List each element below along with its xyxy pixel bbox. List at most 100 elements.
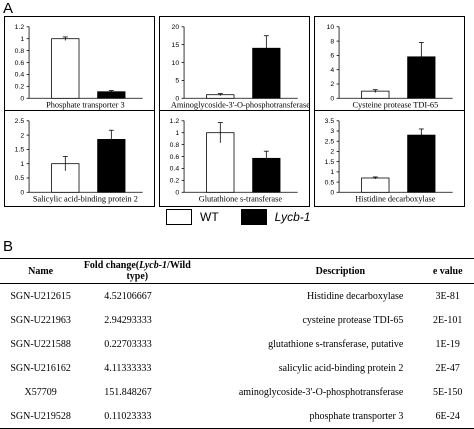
table-row: SGN-U221963 2.94293333 cysteine protease… [0, 308, 474, 332]
chart-5: 0 0.5 1 1.5 2 2.5 3 3.5 Histidine decarboxylase [314, 110, 465, 207]
y-tick-label: 0 [20, 190, 24, 197]
bar-wt [51, 38, 80, 99]
y-tick-label: 2.5 [15, 118, 25, 125]
bar-lycb-1 [97, 91, 126, 99]
chart-svg-5: 0 0.5 1 1.5 2 2.5 3 3.5 Histidine decarboxylase [325, 118, 453, 204]
header-name: Name [0, 258, 77, 284]
y-tick-label: 0.8 [170, 142, 180, 149]
y-tick-label: 5 [175, 78, 179, 85]
y-tick-label: 2 [20, 132, 24, 139]
chart-2: 0 2 4 6 8 10 Cysteine protease TDI-65 [314, 16, 465, 113]
y-tick-label: 1.2 [15, 24, 25, 31]
table-row: SGN-U221588 0.22703333 glutathione s-tra… [0, 332, 474, 356]
y-tick-label: 0 [330, 190, 334, 197]
chart-svg-4: 0 0.2 0.4 0.6 0.8 1 1.2 Glutathione s-transfera… [170, 118, 298, 204]
cell-description: Histidine decarboxylase [307, 290, 404, 302]
chart-svg-0: 0 0.2 0.4 0.6 0.8 1 1.2 Phosphate transporter 3 [15, 24, 143, 110]
y-tick-label: 0 [330, 96, 334, 103]
table-row: SGN-U219528 0.11023333 phosphate transpo… [0, 404, 474, 429]
cell-description: salicylic acid-binding protein 2 [278, 362, 404, 374]
cell-evalue: 2E-101 [432, 314, 463, 326]
cell-evalue: 2E-47 [435, 362, 460, 374]
y-tick-label: 0.5 [325, 179, 335, 186]
chart-svg-2: 0 2 4 6 8 10 Cysteine protease TDI-65 [327, 24, 453, 110]
gene-table: Name Fold change(Lycb-1/Wild type) Descr… [0, 258, 474, 429]
cell-description: glutathione s-transferase, putative [268, 338, 404, 350]
bar-lycb-1 [407, 56, 436, 99]
header-fold-prefix: Fold change( [83, 260, 140, 271]
chart-0: 0 0.2 0.4 0.6 0.8 1 1.2 Phosphate transporter 3 [4, 16, 155, 113]
header-fold-suffix: /Wild type) [126, 260, 191, 282]
y-tick-label: 0.5 [15, 175, 25, 182]
header-fold: Fold change(Lycb-1/Wild type) [76, 258, 200, 284]
y-tick-label: 1.2 [170, 118, 180, 125]
panel-b-label: B [3, 238, 14, 255]
y-tick-label: 3 [330, 128, 334, 135]
cell-evalue: 5E-150 [432, 386, 463, 398]
cell-name: X57709 [24, 386, 57, 398]
y-tick-label: 0 [20, 96, 24, 103]
cell-fold: 4.52106667 [104, 290, 152, 302]
legend-wt-label: WT [200, 210, 219, 224]
chart-4: 0 0.2 0.4 0.6 0.8 1 1.2 Glutathione s-transfera… [159, 110, 310, 207]
y-tick-label: 0 [175, 96, 179, 103]
chart-1: 0 5 10 15 20 Aminoglycoside-3'-O-phosphotrans… [159, 16, 310, 113]
bar-lycb-1 [252, 157, 281, 193]
chart-3: 0 0.5 1 1.5 2 2.5 Salicylic acid-binding prote… [4, 110, 155, 207]
y-tick-label: 0.6 [170, 154, 180, 161]
cell-fold: 2.94293333 [104, 314, 152, 326]
chart-title: Phosphate transporter 3 [46, 101, 124, 110]
chart-title: Cysteine protease TDI-65 [353, 101, 439, 110]
chart-title: Aminoglycoside-3'-O-phosphotransferase [171, 101, 310, 110]
bar-wt [361, 177, 390, 193]
cell-evalue: 6E-24 [421, 404, 474, 429]
y-tick-label: 2 [330, 149, 334, 156]
table-row: X57709 151.848267 aminoglycoside-3'-O-ph… [0, 380, 474, 404]
panel-a-label: A [3, 0, 14, 17]
cell-evalue: 1E-19 [435, 338, 460, 350]
y-tick-label: 0.2 [170, 178, 180, 185]
cell-fold: 4.11333333 [104, 362, 152, 374]
legend-wt-swatch [166, 209, 192, 225]
y-tick-label: 1.5 [325, 159, 335, 166]
bar-lycb-1 [407, 134, 436, 193]
bar-lycb-1 [97, 138, 126, 193]
y-tick-label: 1 [330, 169, 334, 176]
y-tick-label: 15 [172, 42, 180, 49]
y-tick-label: 1.5 [15, 147, 25, 154]
chart-svg-3: 0 0.5 1 1.5 2 2.5 Salicylic acid-binding prote… [15, 118, 143, 204]
table-row: SGN-U216162 4.11333333 salicylic acid-bi… [0, 356, 474, 380]
y-tick-label: 6 [330, 53, 334, 60]
chart-svg-1: 0 5 10 15 20 Aminoglycoside-3'-O-phosphotrans… [171, 24, 310, 110]
header-evalue: e value [421, 258, 474, 284]
y-tick-label: 0.8 [15, 48, 25, 55]
cell-name: SGN-U221963 [10, 314, 71, 326]
legend: WT Lycb-1 [166, 208, 332, 226]
y-tick-label: 1 [175, 130, 179, 137]
cell-description: cysteine protease TDI-65 [302, 314, 404, 326]
y-tick-label: 0.4 [170, 166, 180, 173]
cell-name: SGN-U219528 [0, 404, 77, 429]
y-tick-label: 2.5 [325, 138, 335, 145]
cell-name: SGN-U216162 [10, 362, 71, 374]
cell-evalue: 3E-81 [435, 290, 460, 302]
chart-title: Histidine decarboxylase [355, 195, 435, 204]
y-tick-label: 4 [330, 67, 334, 74]
cell-description: phosphate transporter 3 [199, 404, 422, 429]
cell-fold: 151.848267 [104, 386, 152, 398]
cell-description: aminoglycoside-3'-O-phosphotransferase [238, 386, 404, 398]
cell-name: SGN-U221588 [10, 338, 71, 350]
y-tick-label: 0 [175, 190, 179, 197]
chart-title: Glutathione s-transferase [199, 195, 283, 204]
y-tick-label: 0.6 [15, 60, 25, 67]
y-tick-label: 10 [172, 60, 180, 67]
chart-title: Salicylic acid-binding protein 2 [33, 195, 138, 204]
y-tick-label: 0.2 [15, 84, 25, 91]
y-tick-label: 8 [330, 38, 334, 45]
cell-fold: 0.11023333 [76, 404, 200, 429]
y-tick-label: 1 [20, 36, 24, 43]
legend-lycb-swatch [240, 209, 267, 225]
y-tick-label: 0.4 [15, 72, 25, 79]
table-header-row: Name Fold change(Lycb-1/Wild type) Descr… [0, 258, 474, 284]
y-tick-label: 1 [20, 161, 24, 168]
